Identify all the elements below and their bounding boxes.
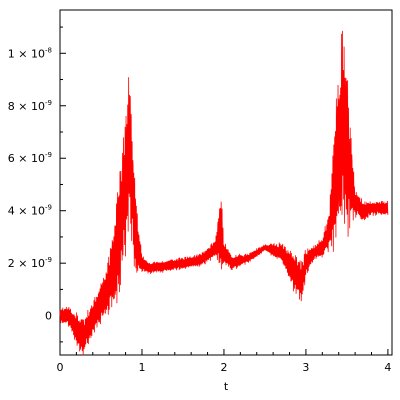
x-tick-label: 1	[138, 361, 145, 374]
y-tick-label: 1 × 10-8	[8, 46, 52, 60]
y-tick-label: 2 × 10-9	[8, 256, 52, 270]
y-tick-label: 8 × 10-9	[8, 99, 52, 113]
plot-frame	[59, 9, 393, 356]
y-tick-label: 4 × 10-9	[8, 204, 52, 218]
x-tick-label: 3	[302, 361, 309, 374]
series-line-1	[59, 30, 389, 356]
x-tick-label: 2	[220, 361, 227, 374]
axis-ticks: 0 1 2 3 4 0 2 × 10-9 4 × 10-9 6 × 10-9 8 × 10-9 1 …	[8, 26, 391, 374]
y-tick-label: 6 × 10-9	[8, 151, 52, 165]
series-group	[59, 30, 389, 356]
x-tick-label: 0	[57, 361, 64, 374]
x-axis-title: t	[224, 380, 229, 393]
x-tick-label: 4	[384, 361, 391, 374]
y-tick-label: 0	[45, 310, 52, 323]
